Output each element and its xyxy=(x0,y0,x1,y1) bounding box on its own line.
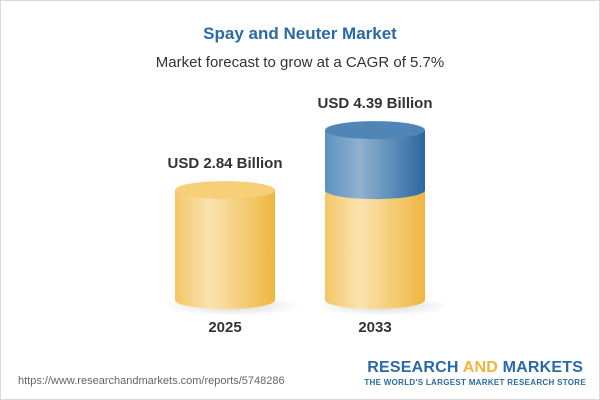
data-label: USD 2.84 Billion xyxy=(167,155,282,172)
logo-text: MARKETS xyxy=(497,359,584,376)
chart-title: Spay and Neuter Market xyxy=(203,24,397,43)
category-label: 2025 xyxy=(208,319,241,336)
category-label: 2033 xyxy=(358,319,391,336)
cylinder-top xyxy=(175,181,275,200)
data-label: USD 4.39 Billion xyxy=(317,95,432,112)
chart-subtitle: Market forecast to grow at a CAGR of 5.7… xyxy=(155,54,445,71)
research-and-markets-logo: RESEARCH AND MARKETS THE WORLD'S LARGEST… xyxy=(364,359,586,387)
logo-tagline: THE WORLD'S LARGEST MARKET RESEARCH STOR… xyxy=(364,378,586,387)
cylinder-bar-growth-2033 xyxy=(325,130,425,200)
logo-text: RESEARCH xyxy=(367,359,463,376)
source-url[interactable]: https://www.researchandmarkets.com/repor… xyxy=(18,375,285,387)
cylinder-top xyxy=(325,121,425,140)
cylinder-bar-base-2033 xyxy=(325,190,425,309)
logo-text-and: AND xyxy=(462,359,498,376)
cylinder-bar-2025 xyxy=(175,190,275,309)
